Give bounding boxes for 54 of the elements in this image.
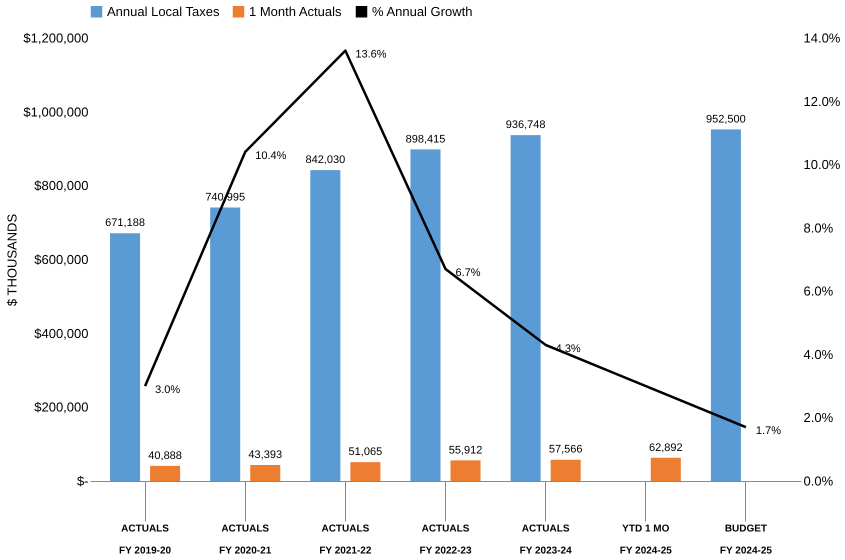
bar [310,170,340,481]
y2-tick-label: 2.0% [804,410,834,426]
x-tick-label: ACTUALS FY 2019-20 [119,524,172,556]
legend-label: Annual Local Taxes [107,4,220,19]
y-tick-label: $200,000 [34,400,88,415]
bar [710,129,741,481]
bar [450,460,481,481]
data-label: 57,566 [548,444,582,456]
y-tick-label: $800,000 [34,178,88,194]
x-tick-label: BUDGET FY 2024-25 [720,524,772,556]
bar [110,233,140,481]
y2-tick-label: 14.0% [804,30,841,46]
y2-tick-label: 4.0% [804,346,834,362]
x-tick-label: ACTUALS FY 2020-21 [219,524,272,556]
data-label: 952,500 [706,113,746,126]
data-label: 40,888 [148,450,182,462]
bar [410,149,440,481]
x-tick-label: ACTUALS FY 2021-22 [319,524,372,556]
y2-tick-label: 8.0% [804,220,834,236]
data-label: 62,892 [648,442,683,454]
y2-tick-label: 12.0% [804,94,841,109]
y2-tick-label: 10.0% [804,157,841,172]
y-tick-label: $600,000 [34,252,88,267]
legend-label: 1 Month Actuals [249,4,342,19]
x-tick-label: YTD 1 MO FY 2024-25 [620,524,672,556]
data-label: 3.0% [155,384,180,396]
data-label: 671,188 [105,217,145,230]
data-label: 55,912 [448,444,482,456]
data-label: 43,393 [248,448,282,461]
data-label: 898,415 [406,133,446,146]
data-label: 10.4% [255,150,287,162]
bar [510,135,541,481]
y-tick-label: $400,000 [34,326,88,341]
y-tick-label: $1,200,000 [23,30,88,46]
y2-tick-label: 6.0% [804,284,834,299]
bar [250,464,280,481]
x-tick-label: ACTUALS FY 2023-24 [520,524,572,556]
data-label: 936,748 [506,119,546,132]
y-axis-title: $ THOUSANDS [4,214,20,306]
data-label: 842,030 [305,154,346,166]
bar [150,466,180,481]
y-tick-label: $- [76,474,88,488]
bar [550,460,581,481]
legend-label: % Annual Growth [372,4,472,19]
y2-tick-label: 0.0% [804,474,834,488]
data-label: 6.7% [456,266,481,279]
data-label: 13.6% [355,48,387,61]
y-tick-label: $1,000,000 [23,104,88,120]
bar [210,207,240,481]
bar [650,458,681,481]
bar [350,462,380,481]
data-label: 51,065 [348,446,382,458]
data-label: 1.7% [756,425,782,438]
x-tick-label: ACTUALS FY 2022-23 [419,524,472,556]
